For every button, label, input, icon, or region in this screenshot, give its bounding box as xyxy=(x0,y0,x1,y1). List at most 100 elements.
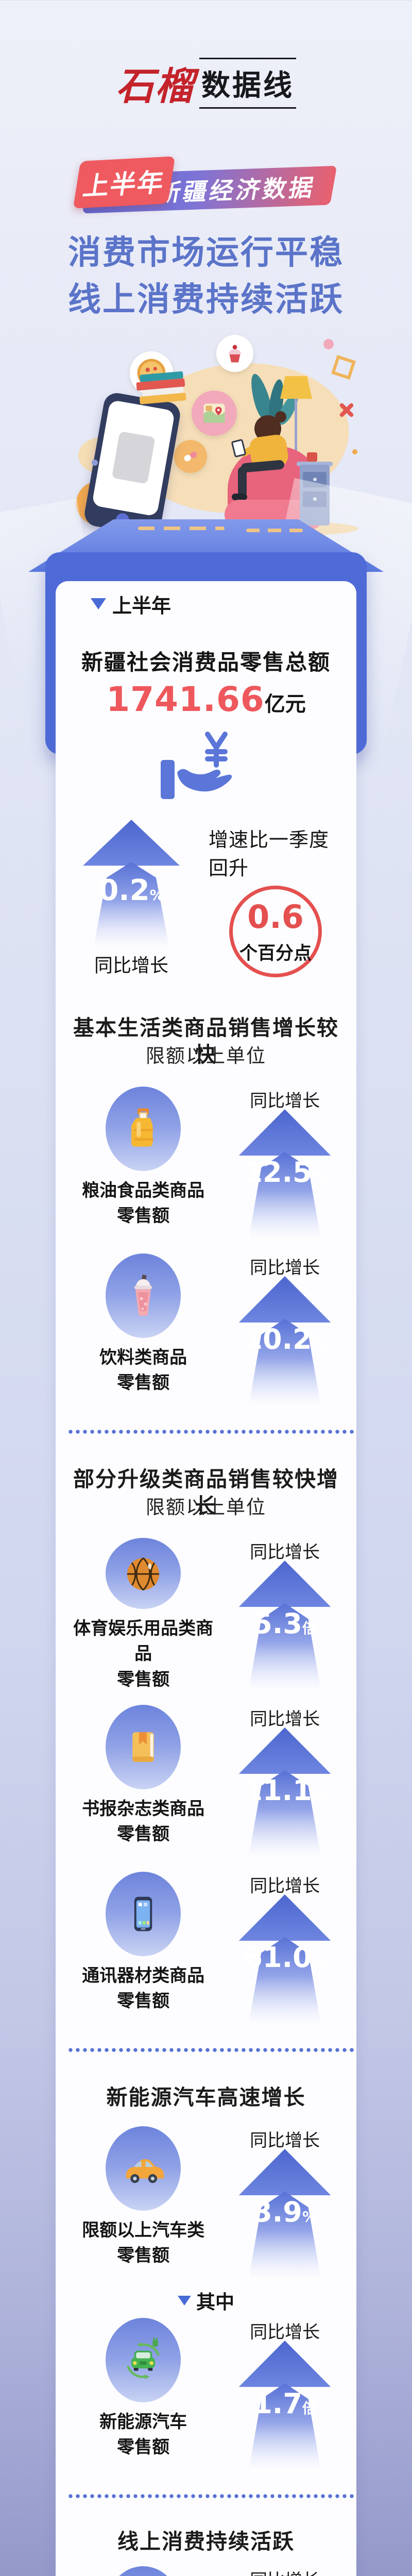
growth-label: 同比增长 xyxy=(94,955,168,976)
rebound-oval: 0.6 个百分点 xyxy=(229,886,322,977)
stat-label: 体育娱乐用品类商品 零售额 xyxy=(73,1618,214,1690)
page-title: 消费市场运行平稳 线上消费持续活跃 xyxy=(0,230,412,324)
stat-row-nev: 新能源汽车 零售额 同比增长 1.7倍 xyxy=(68,2318,344,2472)
up-arrow-icon xyxy=(238,1894,331,2024)
online-shop-icon xyxy=(106,2566,181,2576)
triangle-down-icon xyxy=(91,598,106,609)
growth-label: 同比增长 xyxy=(250,2130,320,2151)
stat-label: 通讯器材类商品 零售额 xyxy=(82,1965,205,2012)
section-subtitle: 限额以上单位 xyxy=(146,1045,266,1067)
total-retail-value: 1741.66亿元 xyxy=(68,680,344,724)
rebound-value: 0.6 xyxy=(247,898,304,936)
growth-arrow: 5.3倍 xyxy=(236,1561,334,1690)
mug xyxy=(307,452,317,462)
section-title-basic-goods: 基本生活类商品销售增长较快 xyxy=(73,1015,339,1067)
growth-arrow: 0.2% xyxy=(80,820,183,948)
growth-value: 61.0% xyxy=(243,1941,327,1974)
growth-value: 1.7倍 xyxy=(253,2387,317,2420)
growth-arrow: 11.1% xyxy=(236,1727,334,1857)
section-subtitle: 限额以上单位 xyxy=(146,1496,266,1518)
stat-label: 粮油食品类商品 零售额 xyxy=(82,1180,205,1227)
up-arrow-icon xyxy=(238,1276,331,1406)
side-table-top xyxy=(297,462,333,466)
stat-label: 限额以上汽车类 零售额 xyxy=(82,2220,205,2266)
triangle-down-icon xyxy=(178,2295,191,2306)
cupcake-icon xyxy=(216,335,253,372)
growth-arrow: 61.0% xyxy=(236,1894,334,2024)
rebound-block: 增速比一季度回升 0.6 个百分点 xyxy=(209,824,342,977)
oil-bottle-icon xyxy=(106,1087,181,1171)
podium-dashes xyxy=(246,529,303,532)
hero-illustration xyxy=(0,330,412,538)
growth-arrow: 10.2% xyxy=(236,1276,334,1406)
woman-shoe xyxy=(232,494,247,500)
stat-row-telecom: 通讯器材类商品 零售额 同比增长 61.0% xyxy=(68,1872,344,2026)
growth-arrow: 12.5% xyxy=(236,1109,334,1239)
stat-row-beverage: 饮料类商品 零售额 同比增长 10.2% xyxy=(68,1253,344,1408)
stat-row-online: 新疆限额以上 批发零售企业 通过公共网络 实现商品销售 同比增长 1.1倍 xyxy=(68,2566,344,2576)
book-icon xyxy=(106,1705,181,1789)
overview-growth-row: 0.2% 同比增长 增速比一季度回升 0.6 个百分点 xyxy=(68,820,344,977)
growth-label: 同比增长 xyxy=(250,1258,320,1278)
page-title-line2: 线上消费持续活跃 xyxy=(68,280,344,319)
brand-logo-black: 数据线 xyxy=(199,58,296,109)
hand-yuan-icon xyxy=(68,730,344,807)
drink-cup-icon xyxy=(106,1253,181,1338)
map-icon xyxy=(192,391,237,436)
rebound-text: 增速比一季度回升 xyxy=(209,828,330,879)
stat-row-books: 书报杂志类商品 零售额 同比增长 11.1% xyxy=(68,1705,344,1859)
up-arrow-icon xyxy=(238,2341,331,2470)
stat-row-auto: 限额以上汽车类 零售额 同比增长 3.9% xyxy=(68,2126,344,2281)
growth-value: 5.3倍 xyxy=(253,1607,317,1640)
content-card: 上半年 新疆社会消费品零售总额 1741.66亿元 0. xyxy=(56,581,356,2576)
growth-value: 3.9% xyxy=(253,2196,317,2228)
badge-tag: 上半年 xyxy=(73,156,176,209)
brand-logo: 石榴 数据线 xyxy=(0,56,412,111)
badge-title: 新疆经济数据 xyxy=(154,173,318,207)
growth-label: 同比增长 xyxy=(250,1542,320,1563)
dotted-divider xyxy=(68,2048,356,2052)
woman-leg xyxy=(238,467,247,497)
phone-icon xyxy=(106,1872,181,1956)
up-arrow-icon xyxy=(238,1109,331,1239)
up-arrow-icon xyxy=(238,1727,331,1857)
big-phone-illustration xyxy=(82,391,182,538)
total-retail-number: 1741.66 xyxy=(106,680,265,719)
growth-label: 同比增长 xyxy=(250,2566,320,2576)
growth-label: 同比增长 xyxy=(250,2322,320,2343)
overview-growth-block: 0.2% 同比增长 xyxy=(70,820,193,977)
growth-label: 同比增长 xyxy=(250,1091,320,1111)
stat-row-grain-oil: 粮油食品类商品 零售额 同比增长 12.5% xyxy=(68,1087,344,1241)
stat-label: 饮料类商品 零售额 xyxy=(99,1347,187,1394)
page-title-line1: 消费市场运行平稳 xyxy=(68,234,344,272)
brand-logo-red: 石榴 xyxy=(116,64,194,109)
book-stack-illustration xyxy=(135,371,190,411)
period-marker: 上半年 xyxy=(68,590,344,617)
growth-value: 12.5% xyxy=(243,1156,327,1189)
among-label: 其中 xyxy=(196,2291,234,2313)
pill-icon xyxy=(174,440,207,473)
car-icon xyxy=(106,2126,181,2211)
growth-label: 同比增长 xyxy=(250,1876,320,1896)
dotted-divider xyxy=(68,1430,356,1434)
growth-value: 10.2% xyxy=(243,1323,327,1355)
floor-lamp-shade xyxy=(280,376,312,399)
up-arrow-icon xyxy=(238,2149,331,2279)
basketball-icon xyxy=(106,1538,181,1609)
podium-dashes xyxy=(138,527,225,530)
stat-row-sports: 体育娱乐用品类商品 零售额 同比增长 5.3倍 xyxy=(68,1538,344,1692)
stat-label: 新能源汽车 零售额 xyxy=(99,2412,187,2458)
deco-dot xyxy=(352,449,357,454)
badge-tag-label: 上半年 xyxy=(80,167,167,202)
growth-value: 0.2% xyxy=(98,874,164,907)
up-arrow-icon xyxy=(83,820,180,948)
stat-label: 书报杂志类商品 零售额 xyxy=(82,1799,205,1845)
total-retail-label: 新疆社会消费品零售总额 xyxy=(81,650,331,675)
dotted-divider xyxy=(68,2494,356,2498)
rebound-unit: 个百分点 xyxy=(239,943,312,964)
among-marker: 其中 xyxy=(68,2289,344,2313)
growth-value: 11.1% xyxy=(243,1774,327,1807)
section-title-upgraded-goods: 部分升级类商品销售较快增长 xyxy=(73,1467,339,1518)
section-title-online: 线上消费持续活跃 xyxy=(117,2529,295,2554)
up-arrow-icon xyxy=(238,1561,331,1690)
